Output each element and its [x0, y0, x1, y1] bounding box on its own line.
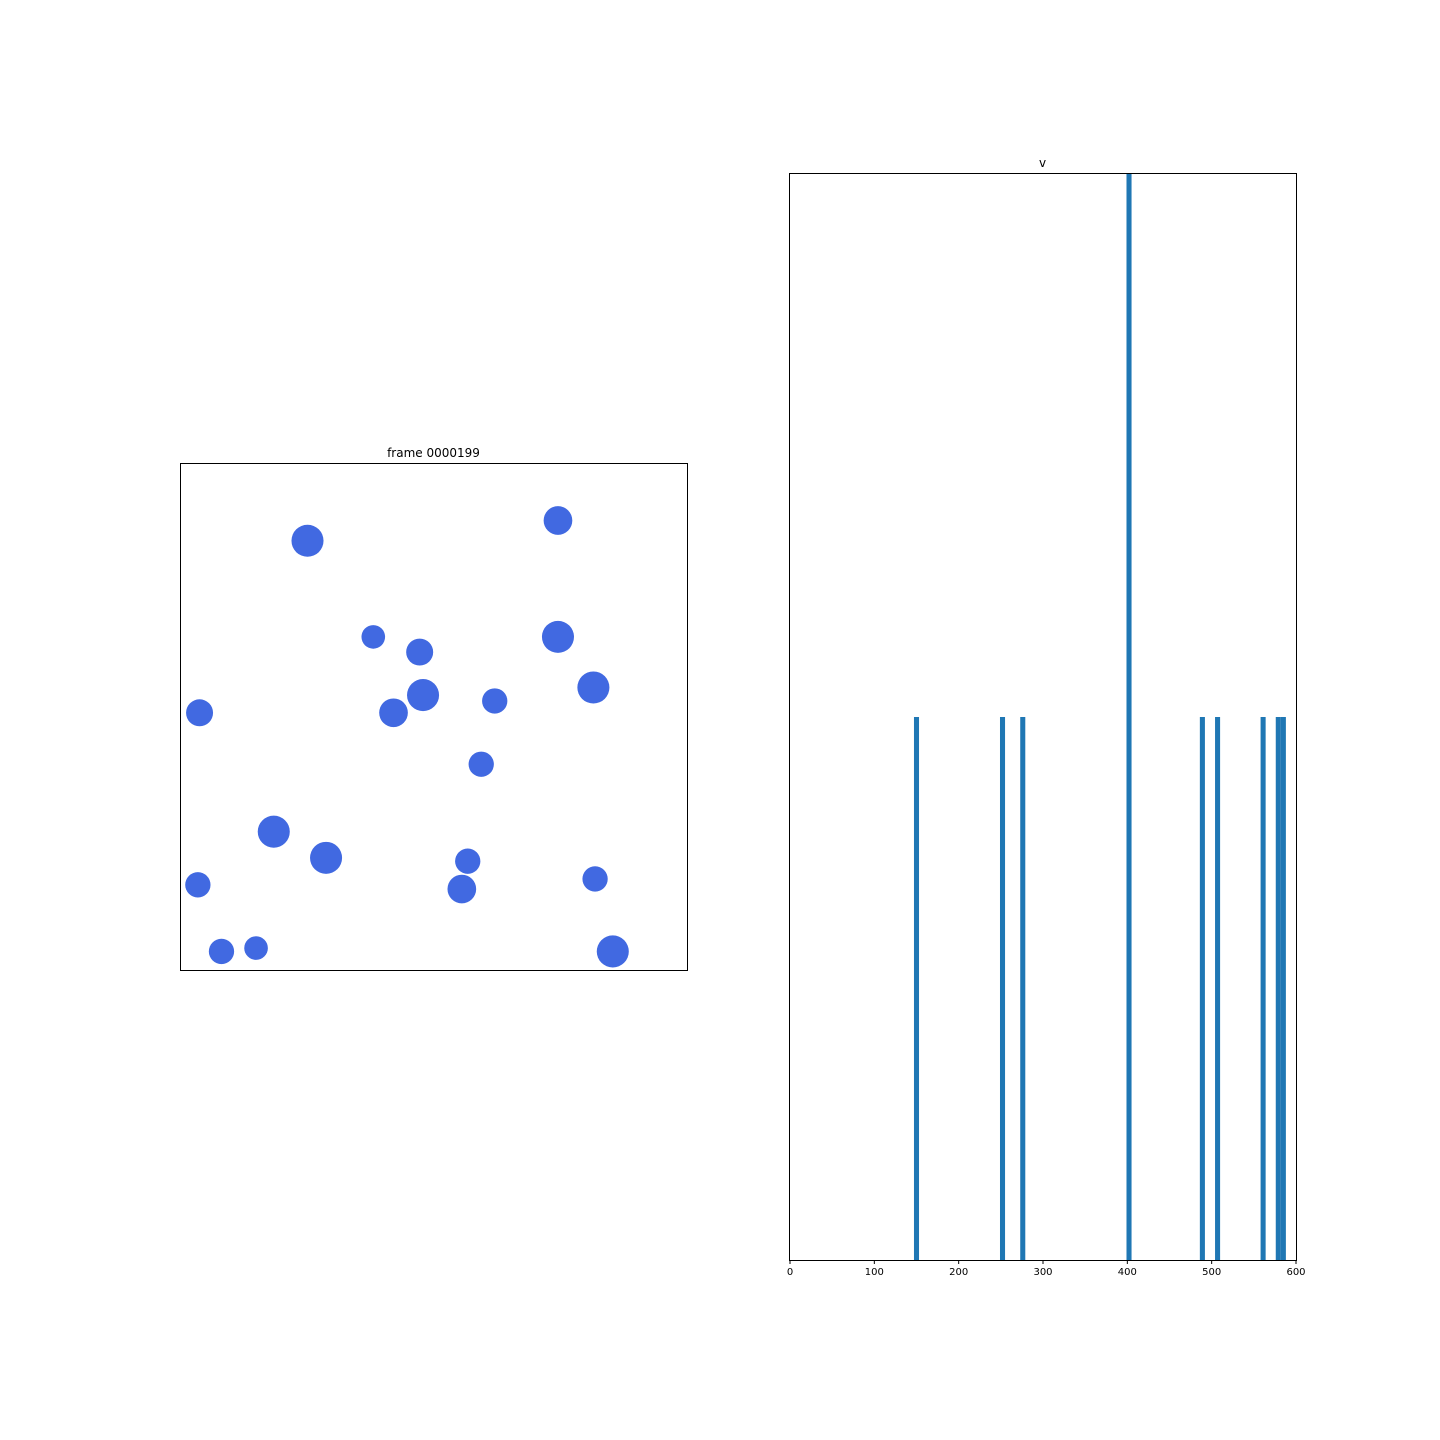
- particle-6: [482, 688, 508, 714]
- histogram-panel-title: v: [1039, 156, 1046, 170]
- histogram-bar-8: [1280, 717, 1286, 1260]
- histogram-panel: v 0 100 200 300 400 500 600: [787, 156, 1306, 1278]
- particle-panel-title: frame 0000199: [387, 446, 480, 460]
- particle-5: [577, 671, 610, 704]
- x-tick-label-4: 400: [1118, 1267, 1137, 1278]
- particle-13: [455, 848, 481, 874]
- particle-7: [407, 679, 440, 712]
- x-tick-label-6: 600: [1286, 1267, 1305, 1278]
- particle-layer: [185, 506, 629, 968]
- histogram-bar-2: [1020, 717, 1026, 1260]
- particle-19: [596, 935, 629, 968]
- particle-9: [186, 699, 214, 727]
- particle-8: [379, 698, 408, 728]
- histogram-bar-0: [913, 717, 920, 1260]
- histogram-panel-frame: [789, 173, 1297, 1261]
- particle-panel-frame: [180, 463, 688, 971]
- particle-17: [244, 936, 268, 960]
- particle-12: [310, 841, 343, 874]
- x-tick-label-0: 0: [787, 1267, 793, 1278]
- particle-11: [257, 815, 290, 848]
- particle-4: [541, 620, 574, 653]
- histogram-bars: [913, 174, 1286, 1260]
- x-tick-label-5: 500: [1202, 1267, 1221, 1278]
- histogram-x-axis: 0 100 200 300 400 500 600: [787, 1260, 1306, 1278]
- histogram-bar-1: [999, 717, 1006, 1260]
- particle-3: [406, 638, 434, 666]
- histogram-bar-4: [1199, 717, 1205, 1260]
- particle-16: [185, 872, 211, 898]
- particle-15: [582, 866, 608, 892]
- particle-panel: frame 0000199: [180, 446, 688, 971]
- particle-2: [361, 625, 386, 649]
- histogram-bar-5: [1215, 717, 1221, 1260]
- histogram-bar-3: [1126, 174, 1132, 1260]
- particle-0: [291, 524, 324, 557]
- x-tick-label-3: 300: [1033, 1267, 1052, 1278]
- particle-1: [543, 506, 573, 535]
- particle-18: [208, 938, 235, 965]
- x-tick-label-1: 100: [865, 1267, 884, 1278]
- x-tick-label-2: 200: [949, 1267, 968, 1278]
- histogram-bar-6: [1260, 717, 1266, 1260]
- particle-10: [468, 751, 494, 777]
- particle-14: [447, 874, 477, 904]
- histogram-bar-7: [1275, 717, 1281, 1260]
